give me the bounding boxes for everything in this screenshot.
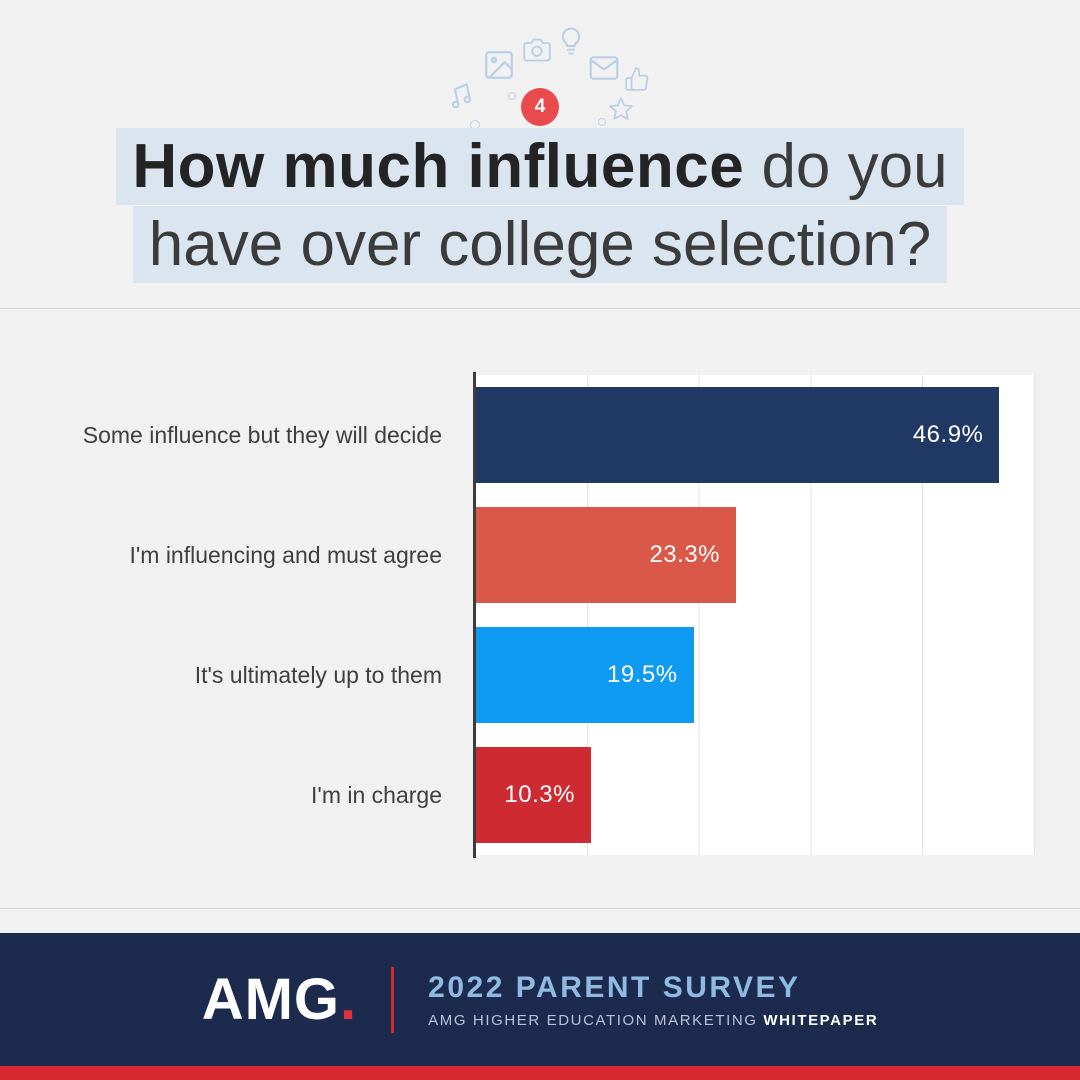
title-regular-part: do you [744,132,948,201]
footer: AMG. 2022 PARENT SURVEY AMG HIGHER EDUCA… [0,933,1080,1066]
bar-chart: Some influence but they will decide 46.9%… [0,375,1035,855]
bar-value-label: 10.3% [504,781,575,808]
bar-row: It's ultimately up to them 19.5% [0,615,1035,735]
footer-content: AMG. 2022 PARENT SURVEY AMG HIGHER EDUCA… [0,933,1080,1066]
dot-decoration [508,92,516,100]
bar: 19.5% [476,627,694,723]
category-label: I'm influencing and must agree [129,541,442,568]
amg-logo: AMG. [202,966,357,1033]
thumbs-up-icon [624,66,650,97]
title-bold-part: How much influence [132,132,745,201]
footer-divider-line [391,966,395,1033]
footer-subtitle: AMG HIGHER EDUCATION MARKETING WHITEPAPE… [428,1012,878,1029]
decorative-icon-cluster: 4 [0,0,1080,140]
bar-value-label: 19.5% [607,661,678,688]
title-line2: have over college selection? [132,206,948,283]
divider-top [0,308,1080,309]
dot-decoration [598,118,606,126]
bar-row: I'm in charge 10.3% [0,735,1035,855]
bar-track: 19.5% [476,615,1034,735]
category-label: It's ultimately up to them [194,661,442,688]
camera-icon [523,36,551,69]
star-icon [608,96,634,127]
bar-track: 46.9% [476,375,1034,495]
page-title: How much influence do you have over coll… [0,128,1080,284]
amg-logo-dot: . [340,967,358,1032]
bar-row: I'm influencing and must agree 23.3% [0,495,1035,615]
chart-y-axis [473,372,476,858]
mail-icon [588,52,620,89]
question-number-badge: 4 [521,88,559,126]
category-label: I'm in charge [311,781,442,808]
bar: 23.3% [476,507,737,603]
bar-value-label: 46.9% [912,421,984,448]
question-number: 4 [534,96,546,117]
footer-text: 2022 PARENT SURVEY AMG HIGHER EDUCATION … [428,971,878,1029]
lightbulb-icon [556,26,586,61]
bar-track: 23.3% [476,495,1034,615]
bar: 10.3% [476,747,591,843]
music-note-icon [443,79,480,119]
footer-title: 2022 PARENT SURVEY [428,970,801,1004]
bar-value-label: 23.3% [649,541,721,568]
photo-icon [482,48,516,87]
divider-bottom [0,908,1080,909]
bar: 46.9% [476,387,1000,483]
footer-red-stripe [0,1066,1080,1080]
bar-row: Some influence but they will decide 46.9% [0,375,1035,495]
footer-subtitle-regular: AMG HIGHER EDUCATION MARKETING [428,1011,758,1029]
footer-subtitle-bold: WHITEPAPER [763,1011,879,1029]
amg-logo-text: AMG [201,967,341,1032]
bar-track: 10.3% [476,735,1034,855]
category-label: Some influence but they will decide [82,421,442,448]
